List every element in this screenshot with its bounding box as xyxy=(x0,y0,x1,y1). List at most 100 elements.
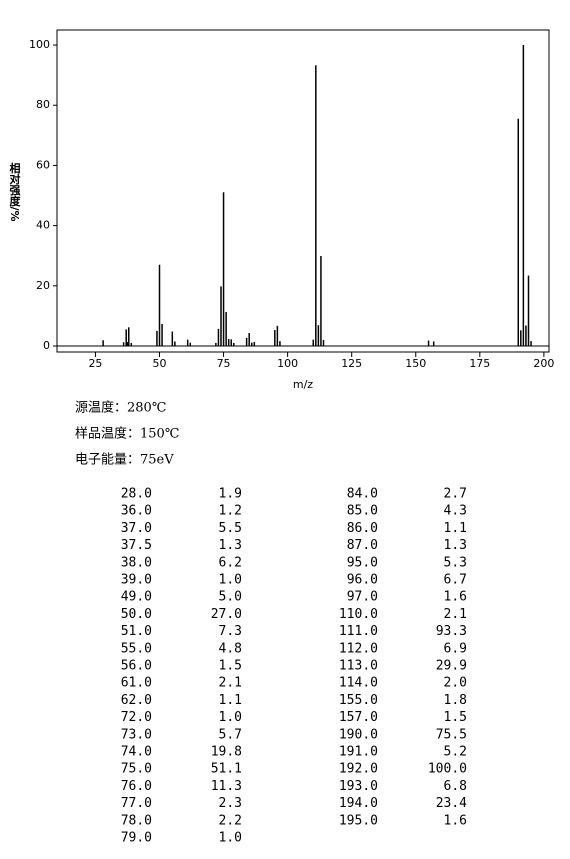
mz-cell: 38.0 xyxy=(121,555,152,570)
x-tick-label: 125 xyxy=(341,357,362,370)
mz-cell: 39.0 xyxy=(121,573,152,588)
y-tick-label: 0 xyxy=(43,339,50,352)
mz-cell: 84.0 xyxy=(347,487,378,502)
intensity-cell: 1.6 xyxy=(444,813,467,828)
mz-cell: 191.0 xyxy=(339,745,378,760)
mz-cell: 37.5 xyxy=(121,538,152,553)
mz-cell: 62.0 xyxy=(121,693,152,708)
mz-cell: 112.0 xyxy=(339,641,378,656)
mz-cell: 86.0 xyxy=(347,521,378,536)
intensity-cell: 6.7 xyxy=(444,573,467,588)
y-axis-label: 相对强度/% xyxy=(8,161,21,221)
intensity-cell: 5.2 xyxy=(444,745,467,760)
y-tick-label: 80 xyxy=(36,98,50,111)
intensity-cell: 93.3 xyxy=(436,624,467,639)
intensity-cell: 6.9 xyxy=(444,641,467,656)
mz-cell: 72.0 xyxy=(121,710,152,725)
condition: 源温度：280℃ xyxy=(75,400,166,416)
intensity-cell: 1.5 xyxy=(219,659,242,674)
mz-cell: 110.0 xyxy=(339,607,378,622)
intensity-cell: 7.3 xyxy=(219,624,242,639)
mz-cell: 85.0 xyxy=(347,504,378,519)
x-tick-label: 100 xyxy=(277,357,298,370)
mz-cell: 96.0 xyxy=(347,573,378,588)
mz-cell: 56.0 xyxy=(121,659,152,674)
intensity-cell: 4.3 xyxy=(444,504,467,519)
x-tick-label: 175 xyxy=(469,357,490,370)
y-tick-label: 60 xyxy=(36,158,50,171)
plot-frame xyxy=(56,29,550,353)
intensity-cell: 5.3 xyxy=(444,555,467,570)
intensity-cell: 5.5 xyxy=(219,521,242,536)
intensity-cell: 6.2 xyxy=(219,555,242,570)
mz-cell: 97.0 xyxy=(347,590,378,605)
intensity-cell: 2.3 xyxy=(219,796,242,811)
intensity-cell: 1.6 xyxy=(444,590,467,605)
mz-cell: 194.0 xyxy=(339,796,378,811)
intensity-cell: 51.1 xyxy=(211,762,242,777)
mz-cell: 157.0 xyxy=(339,710,378,725)
intensity-cell: 23.4 xyxy=(436,796,467,811)
intensity-cell: 1.0 xyxy=(219,710,242,725)
mz-cell: 79.0 xyxy=(121,831,152,846)
mz-cell: 192.0 xyxy=(339,762,378,777)
mz-cell: 195.0 xyxy=(339,813,378,828)
intensity-cell: 4.8 xyxy=(219,641,242,656)
mz-cell: 193.0 xyxy=(339,779,378,794)
intensity-cell: 2.1 xyxy=(444,607,467,622)
mz-cell: 55.0 xyxy=(121,641,152,656)
mz-cell: 61.0 xyxy=(121,676,152,691)
mz-cell: 36.0 xyxy=(121,504,152,519)
mz-cell: 76.0 xyxy=(121,779,152,794)
intensity-cell: 1.1 xyxy=(219,693,242,708)
mz-cell: 78.0 xyxy=(121,813,152,828)
mz-cell: 77.0 xyxy=(121,796,152,811)
intensity-cell: 27.0 xyxy=(211,607,242,622)
mz-cell: 73.0 xyxy=(121,727,152,742)
intensity-cell: 1.1 xyxy=(444,521,467,536)
x-tick-label: 75 xyxy=(217,357,231,370)
condition: 电子能量：75eV xyxy=(75,453,174,468)
intensity-cell: 5.0 xyxy=(219,590,242,605)
intensity-cell: 2.1 xyxy=(219,676,242,691)
intensity-cell: 11.3 xyxy=(211,779,242,794)
mz-cell: 114.0 xyxy=(339,676,378,691)
intensity-cell: 1.5 xyxy=(444,710,467,725)
mz-cell: 51.0 xyxy=(121,624,152,639)
mz-cell: 37.0 xyxy=(121,521,152,536)
mz-cell: 190.0 xyxy=(339,727,378,742)
intensity-cell: 1.0 xyxy=(219,831,242,846)
intensity-cell: 29.9 xyxy=(436,659,467,674)
mz-cell: 50.0 xyxy=(121,607,152,622)
intensity-cell: 1.3 xyxy=(444,538,467,553)
intensity-cell: 1.8 xyxy=(444,693,467,708)
mz-cell: 111.0 xyxy=(339,624,378,639)
intensity-cell: 2.2 xyxy=(219,813,242,828)
intensity-cell: 2.7 xyxy=(444,487,467,502)
condition: 样品温度：150℃ xyxy=(75,426,179,442)
mz-cell: 28.0 xyxy=(121,487,152,502)
x-tick-label: 25 xyxy=(88,357,102,370)
x-axis-label: m/z xyxy=(293,378,313,391)
intensity-cell: 2.0 xyxy=(444,676,467,691)
intensity-cell: 75.5 xyxy=(436,727,467,742)
intensity-cell: 100.0 xyxy=(428,762,467,777)
mz-cell: 113.0 xyxy=(339,659,378,674)
intensity-cell: 1.0 xyxy=(219,573,242,588)
mz-cell: 87.0 xyxy=(347,538,378,553)
y-tick-label: 100 xyxy=(29,38,50,51)
intensity-cell: 1.9 xyxy=(219,487,242,502)
y-tick-label: 40 xyxy=(36,219,50,232)
mz-cell: 95.0 xyxy=(347,555,378,570)
intensity-cell: 19.8 xyxy=(211,745,242,760)
x-tick-label: 150 xyxy=(405,357,426,370)
x-tick-label: 200 xyxy=(533,357,554,370)
x-tick-label: 50 xyxy=(153,357,167,370)
mz-cell: 155.0 xyxy=(339,693,378,708)
intensity-cell: 6.8 xyxy=(444,779,467,794)
intensity-cell: 1.3 xyxy=(219,538,242,553)
mz-cell: 49.0 xyxy=(121,590,152,605)
y-tick-label: 20 xyxy=(36,279,50,292)
intensity-cell: 1.2 xyxy=(219,504,242,519)
